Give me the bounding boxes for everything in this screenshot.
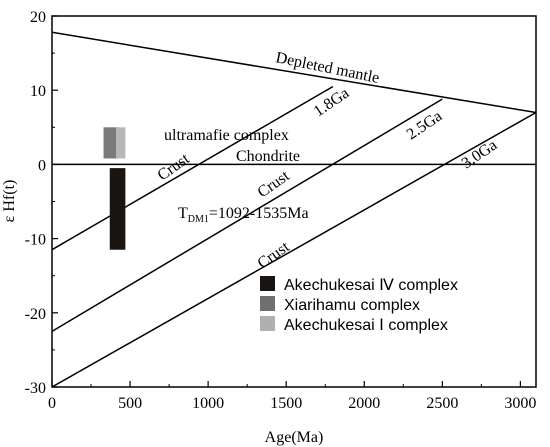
legend-label-1: Akechukesai Ⅳ complex — [284, 277, 458, 294]
x-tick-label: 0 — [48, 395, 56, 412]
tdm-value: =1092-1535Ma — [209, 205, 309, 222]
y-tick-label: 20 — [30, 9, 46, 26]
y-axis-title: ε Hf(t) — [1, 180, 18, 223]
crust-label-3: Crust — [255, 238, 294, 272]
depleted-mantle-label: Depleted mantle — [274, 49, 381, 87]
ga-2-5-label: 2.5Ga — [404, 108, 446, 144]
data-bars — [103, 127, 126, 250]
x-tick-label: 500 — [118, 395, 142, 412]
legend-swatch-1 — [260, 276, 275, 291]
legend-label-2: Xiarihamu complex — [284, 297, 420, 314]
series-line-depleted-mantle — [51, 31, 537, 114]
x-tick-label: 2000 — [348, 395, 380, 412]
ga-1-8-label: 1.8Ga — [311, 85, 353, 121]
x-tick-label: 1000 — [192, 395, 224, 412]
legend: Akechukesai Ⅳ complex Xiarihamu complex Ak… — [260, 276, 458, 334]
x-tick-label: 3000 — [504, 395, 536, 412]
legend-swatch-2 — [260, 296, 275, 311]
x-tick-label: 2500 — [426, 395, 458, 412]
legend-swatch-3 — [260, 316, 275, 331]
x-tick-label: 1500 — [270, 395, 302, 412]
chondrite-label: Chondrite — [236, 148, 300, 165]
ultramafic-label: ultramafie complex — [164, 127, 289, 144]
tdm-label: TDM1=1092-1535Ma — [178, 205, 309, 225]
legend-label-3: Akechukesai Ⅰ complex — [284, 317, 448, 334]
crust-label-2: Crust — [255, 167, 294, 201]
tdm-prefix: T — [178, 205, 188, 222]
series-line-3-0ga — [51, 111, 537, 388]
range-bar-1 — [109, 168, 126, 250]
axis-ticks: 0 500 1000 1500 2000 2500 3000 20 10 0 -10 -20 -30 — [25, 9, 537, 412]
range-bar-3 — [116, 127, 126, 159]
series-line-2-5ga — [51, 98, 443, 333]
y-tick-label: -30 — [25, 380, 46, 397]
y-tick-label: 10 — [30, 83, 46, 100]
ga-3-0-label: 3.0Ga — [459, 137, 501, 173]
tdm-subscript: DM1 — [188, 214, 209, 225]
x-axis-title: Age(Ma) — [265, 429, 324, 446]
y-tick-label: -20 — [25, 306, 46, 323]
series-line-1-8ga — [51, 85, 334, 251]
y-tick-label: 0 — [38, 157, 46, 174]
y-tick-label: -10 — [25, 232, 46, 249]
range-bar-2 — [103, 127, 120, 159]
series-lines — [51, 31, 537, 388]
